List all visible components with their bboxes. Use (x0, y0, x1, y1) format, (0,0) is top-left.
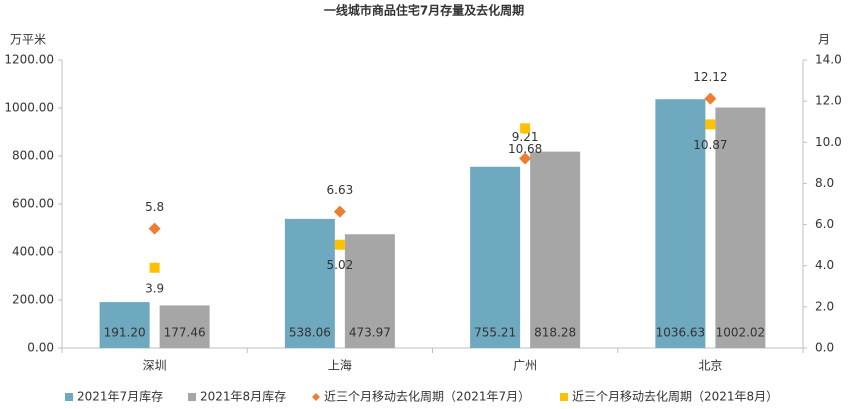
y2-tick-label: 10.0 (815, 135, 842, 149)
point-value-label: 6.63 (327, 183, 354, 197)
point-value-label: 12.12 (693, 70, 727, 84)
bar (159, 305, 210, 348)
diamond-marker (148, 222, 161, 235)
point-value-label: 5.02 (327, 258, 354, 272)
bar-value-label: 177.46 (164, 326, 206, 340)
legend-swatch (560, 393, 568, 401)
y2-tick-label: 0.0 (815, 341, 834, 355)
y2-tick-label: 4.0 (815, 258, 834, 272)
square-marker (149, 262, 160, 273)
bar-value-label: 755.21 (474, 326, 516, 340)
y-axis-label: 万平米 (10, 33, 46, 47)
diamond-marker (704, 92, 717, 105)
point-value-label: 9.21 (512, 130, 539, 144)
bar-value-label: 538.06 (289, 326, 331, 340)
bar (655, 99, 706, 348)
legend-label: 2021年8月库存 (200, 389, 286, 404)
legend-label: 近三个月移动去化周期（2021年7月） (324, 390, 530, 404)
y-tick-label: 200.00 (12, 293, 54, 307)
y2-tick-label: 12.0 (815, 94, 842, 108)
bar-value-label: 1036.63 (656, 326, 706, 340)
y2-tick-label: 2.0 (815, 299, 834, 313)
legend-label: 2021年7月库存 (77, 389, 163, 404)
square-marker (705, 119, 716, 130)
x-tick-label: 上海 (328, 358, 352, 373)
bar (530, 151, 581, 348)
legend-swatch (188, 393, 196, 401)
x-tick-label: 北京 (698, 359, 722, 373)
diamond-marker (519, 152, 532, 165)
legend-label: 近三个月移动去化周期（2021年8月） (572, 390, 778, 404)
point-value-label: 10.68 (508, 142, 542, 156)
y-tick-label: 0.00 (27, 341, 54, 355)
bar (99, 302, 150, 348)
point-value-label: 10.87 (693, 138, 727, 152)
x-tick-label: 深圳 (143, 359, 167, 373)
legend-swatch (65, 393, 73, 401)
point-value-label: 3.9 (145, 281, 164, 295)
x-tick-label: 广州 (513, 359, 537, 373)
y-tick-label: 1000.00 (4, 101, 54, 115)
y2-axis-label: 月 (818, 33, 830, 47)
y-tick-label: 600.00 (12, 197, 54, 211)
y-tick-label: 400.00 (12, 245, 54, 259)
y-tick-label: 1200.00 (4, 53, 54, 67)
bar (715, 107, 766, 348)
legend-swatch (312, 393, 320, 401)
bar (284, 218, 335, 348)
bar-value-label: 191.20 (104, 326, 146, 340)
square-marker (520, 123, 531, 134)
y2-tick-label: 6.0 (815, 217, 834, 231)
point-value-label: 5.8 (145, 200, 164, 214)
bar (344, 234, 395, 348)
bar-value-label: 818.28 (534, 326, 576, 340)
diamond-marker (333, 205, 346, 218)
y2-tick-label: 14.0 (815, 53, 842, 67)
bar-value-label: 1002.02 (716, 326, 766, 340)
bar (470, 166, 521, 348)
bar-value-label: 473.97 (349, 326, 391, 340)
y2-tick-label: 8.0 (815, 176, 834, 190)
y-tick-label: 800.00 (12, 149, 54, 163)
square-marker (334, 239, 345, 250)
chart-title: 一线城市商品住宅7月存量及去化周期 (324, 3, 524, 18)
